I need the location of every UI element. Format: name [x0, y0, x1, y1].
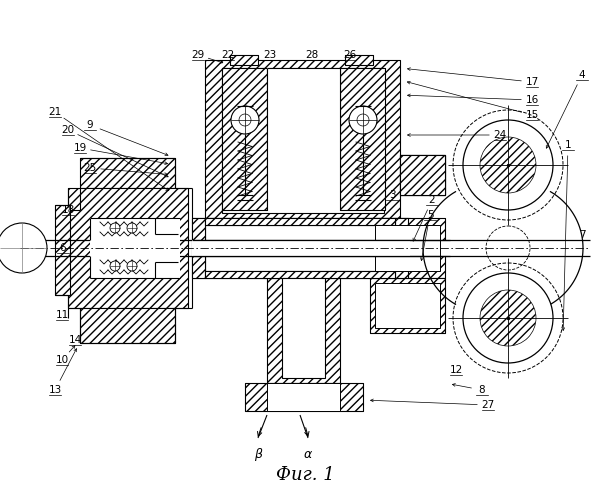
Text: 15: 15: [525, 110, 539, 120]
Bar: [345, 55, 373, 65]
Bar: [205, 225, 395, 271]
Bar: [395, 218, 408, 278]
Bar: [205, 271, 395, 278]
Text: 10: 10: [56, 355, 68, 365]
Text: Фиг. 1: Фиг. 1: [276, 466, 334, 484]
Bar: [375, 283, 440, 328]
Text: 16: 16: [525, 95, 539, 105]
Text: 20: 20: [62, 125, 74, 135]
Text: 27: 27: [481, 400, 495, 410]
Text: 9: 9: [87, 120, 93, 130]
Text: 8: 8: [479, 385, 486, 395]
Bar: [340, 68, 385, 210]
Text: 5: 5: [426, 210, 433, 220]
Bar: [222, 68, 267, 210]
Text: 21: 21: [48, 107, 62, 117]
Bar: [400, 155, 445, 195]
Bar: [370, 218, 445, 278]
Bar: [192, 218, 205, 278]
Text: 3: 3: [389, 190, 395, 200]
Bar: [375, 225, 440, 271]
Bar: [395, 218, 408, 278]
Text: 2: 2: [429, 195, 436, 205]
Bar: [205, 60, 400, 218]
Bar: [192, 240, 410, 256]
Bar: [222, 68, 384, 213]
Bar: [68, 188, 188, 308]
Circle shape: [480, 290, 536, 346]
Bar: [55, 205, 70, 295]
Text: 19: 19: [73, 143, 87, 153]
Circle shape: [239, 114, 251, 126]
Bar: [400, 155, 445, 195]
Bar: [267, 278, 340, 383]
Bar: [245, 383, 363, 411]
Bar: [192, 218, 410, 278]
Text: β: β: [254, 448, 262, 461]
Text: 14: 14: [68, 335, 82, 345]
Text: 7: 7: [579, 230, 586, 240]
Bar: [267, 68, 340, 210]
Bar: [80, 308, 175, 343]
Bar: [55, 205, 70, 295]
Bar: [205, 271, 395, 278]
Bar: [370, 278, 445, 333]
Circle shape: [463, 273, 553, 363]
Circle shape: [127, 261, 137, 271]
Text: α: α: [304, 448, 312, 461]
Bar: [192, 218, 410, 278]
Bar: [340, 68, 385, 210]
Bar: [80, 158, 175, 188]
Circle shape: [0, 223, 47, 273]
Bar: [80, 308, 175, 343]
Text: 4: 4: [579, 70, 586, 80]
Text: 22: 22: [221, 50, 235, 60]
Circle shape: [127, 223, 137, 233]
Bar: [267, 383, 340, 411]
Circle shape: [480, 137, 536, 193]
Text: 13: 13: [48, 385, 62, 395]
Bar: [80, 158, 175, 188]
Bar: [245, 383, 363, 411]
Bar: [20, 240, 590, 256]
Text: 28: 28: [306, 50, 318, 60]
Bar: [68, 188, 188, 308]
Text: 24: 24: [493, 130, 507, 140]
Bar: [282, 278, 325, 378]
Text: 12: 12: [450, 365, 462, 375]
Bar: [230, 55, 258, 65]
Bar: [230, 55, 258, 65]
Circle shape: [110, 223, 120, 233]
Text: 29: 29: [192, 50, 204, 60]
Bar: [205, 218, 395, 225]
Text: 1: 1: [565, 140, 572, 150]
Text: 23: 23: [264, 50, 276, 60]
Text: 11: 11: [56, 310, 68, 320]
Bar: [222, 68, 267, 210]
Bar: [192, 218, 205, 278]
Bar: [267, 278, 340, 383]
Bar: [370, 278, 445, 333]
Text: 26: 26: [343, 50, 357, 60]
Circle shape: [463, 120, 553, 210]
Bar: [205, 60, 400, 218]
Circle shape: [110, 261, 120, 271]
Bar: [205, 218, 395, 225]
Circle shape: [357, 114, 369, 126]
Bar: [345, 55, 373, 65]
Circle shape: [231, 106, 259, 134]
Text: 6: 6: [60, 243, 66, 253]
Text: 18: 18: [62, 205, 74, 215]
Bar: [400, 155, 445, 195]
Bar: [370, 218, 445, 278]
Bar: [400, 155, 445, 195]
Text: 25: 25: [84, 163, 96, 173]
Bar: [90, 218, 180, 278]
Circle shape: [349, 106, 377, 134]
Text: 17: 17: [525, 77, 539, 87]
